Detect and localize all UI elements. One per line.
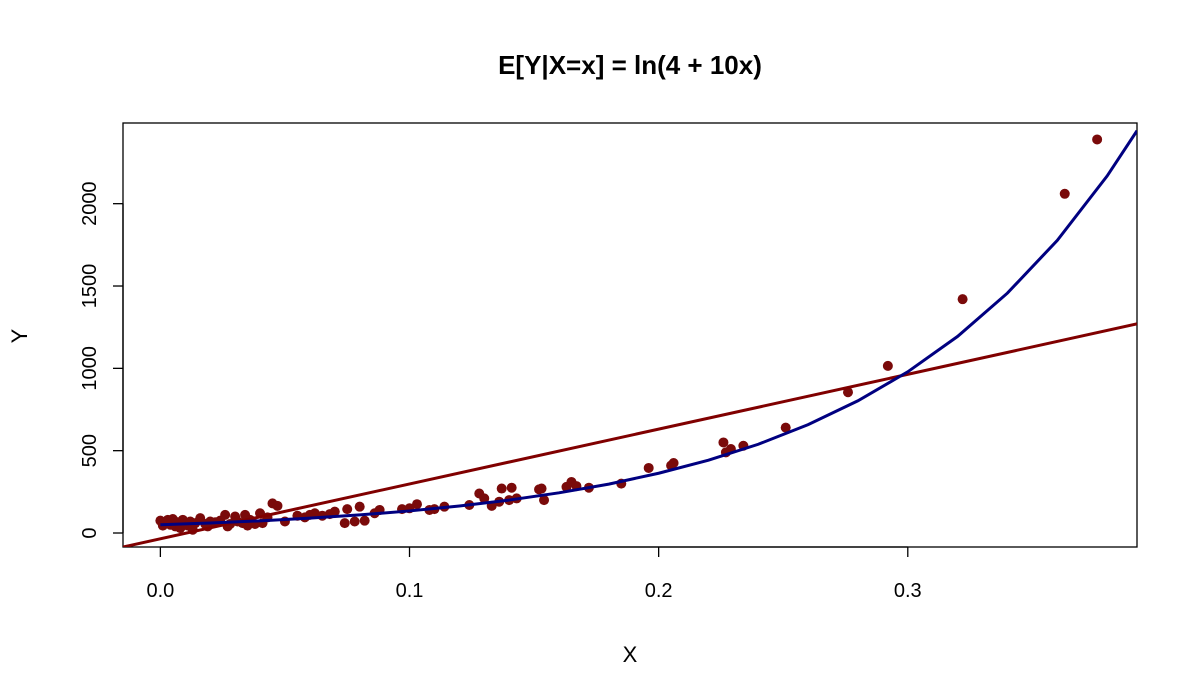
data-point (643, 462, 654, 473)
data-point (359, 515, 370, 526)
data-point (506, 482, 517, 493)
data-point (411, 499, 422, 510)
chart-title: E[Y|X=x] = ln(4 + 10x) (498, 50, 762, 80)
plot-frame (122, 122, 1138, 548)
data-point (882, 360, 893, 371)
data-point (1092, 134, 1103, 145)
data-point (957, 294, 968, 305)
y-tick-label: 0 (79, 527, 101, 538)
plot-area (123, 129, 1137, 547)
y-tick-label: 1000 (79, 346, 101, 391)
data-point (349, 516, 360, 527)
data-point (536, 483, 547, 494)
x-tick-label: 0.0 (146, 580, 174, 602)
x-axis-label: X (623, 642, 638, 667)
data-point (220, 509, 231, 520)
data-point (1059, 188, 1070, 199)
x-axis: 0.0 0.1 0.2 0.3 (146, 546, 922, 602)
data-point (496, 483, 507, 494)
data-point (780, 422, 791, 433)
data-point (339, 518, 350, 529)
data-point (668, 458, 679, 469)
y-tick-label: 1500 (79, 264, 101, 309)
y-tick-label: 500 (79, 434, 101, 467)
data-point (842, 387, 853, 398)
data-point (479, 493, 490, 504)
data-point (272, 500, 283, 511)
linear-fit-line (123, 322, 1137, 547)
x-tick-label: 0.2 (645, 580, 673, 602)
y-axis-label: Y (7, 328, 32, 343)
data-point (718, 437, 729, 448)
data-point (354, 501, 365, 512)
exponential-fit-curve (160, 129, 1137, 527)
y-tick-label: 2000 (79, 181, 101, 226)
data-point (342, 504, 353, 515)
data-point (539, 495, 550, 506)
x-tick-label: 0.3 (894, 580, 922, 602)
y-axis: 0 500 1000 1500 2000 (79, 181, 124, 539)
x-tick-label: 0.1 (396, 580, 424, 602)
data-point (329, 506, 340, 517)
